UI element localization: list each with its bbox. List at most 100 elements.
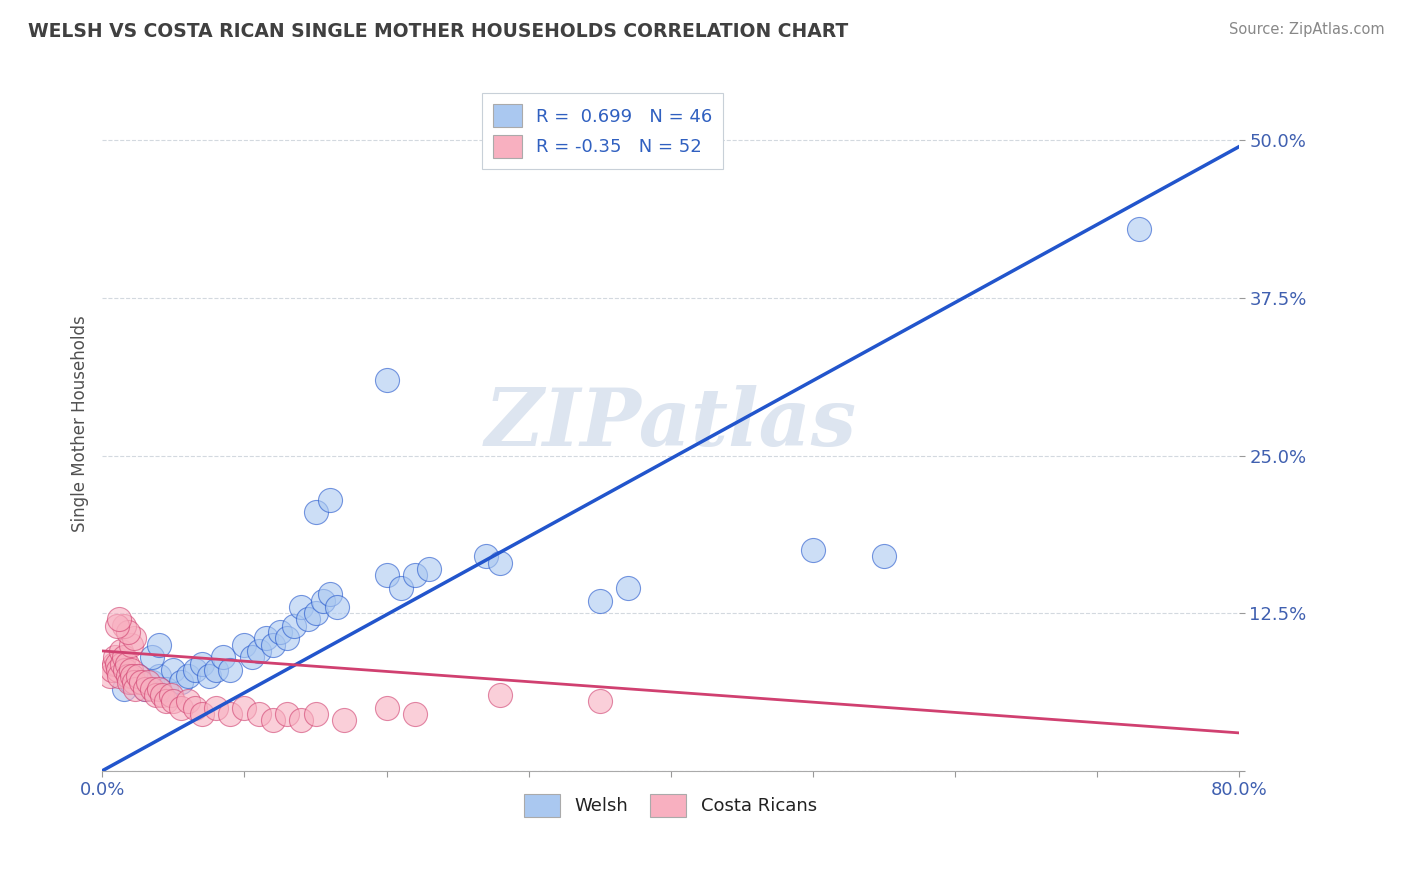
Point [319, 492, 342, 507]
Point [233, 700, 256, 714]
Point [418, 562, 440, 576]
Point [404, 568, 426, 582]
Point [212, 650, 235, 665]
Point [184, 700, 207, 714]
Point [404, 706, 426, 721]
Point [101, 663, 124, 677]
Point [112, 619, 135, 633]
Text: ZIPatlas: ZIPatlas [485, 385, 856, 463]
Point [276, 706, 298, 721]
Point [297, 612, 319, 626]
Point [191, 706, 214, 721]
Point [389, 581, 412, 595]
Point [205, 700, 228, 714]
Point [269, 625, 291, 640]
Point [127, 669, 149, 683]
Point [162, 663, 184, 677]
Point [120, 675, 142, 690]
Point [169, 700, 191, 714]
Point [155, 681, 177, 696]
Point [333, 713, 356, 727]
Point [205, 663, 228, 677]
Point [150, 688, 173, 702]
Text: Source: ZipAtlas.com: Source: ZipAtlas.com [1229, 22, 1385, 37]
Point [375, 700, 398, 714]
Point [148, 638, 170, 652]
Point [319, 587, 342, 601]
Y-axis label: Single Mother Households: Single Mother Households [72, 316, 89, 533]
Point [588, 694, 610, 708]
Point [162, 694, 184, 708]
Point [304, 606, 326, 620]
Point [141, 675, 163, 690]
Point [219, 706, 242, 721]
Point [198, 669, 221, 683]
Point [148, 669, 170, 683]
Point [304, 706, 326, 721]
Point [112, 681, 135, 696]
Point [489, 556, 512, 570]
Point [108, 612, 131, 626]
Point [141, 650, 163, 665]
Point [129, 675, 152, 690]
Point [375, 373, 398, 387]
Point [120, 638, 142, 652]
Point [148, 681, 170, 696]
Point [311, 593, 333, 607]
Point [262, 638, 284, 652]
Point [107, 663, 129, 677]
Point [118, 675, 141, 690]
Point [254, 632, 277, 646]
Point [127, 669, 149, 683]
Point [122, 675, 145, 690]
Point [105, 657, 128, 671]
Point [104, 650, 127, 665]
Point [290, 713, 312, 727]
Point [121, 669, 143, 683]
Point [475, 549, 498, 564]
Point [159, 688, 181, 702]
Text: WELSH VS COSTA RICAN SINGLE MOTHER HOUSEHOLDS CORRELATION CHART: WELSH VS COSTA RICAN SINGLE MOTHER HOUSE… [28, 22, 848, 41]
Point [105, 619, 128, 633]
Point [375, 568, 398, 582]
Point [176, 669, 198, 683]
Point [111, 657, 134, 671]
Point [98, 669, 121, 683]
Point [304, 505, 326, 519]
Point [588, 593, 610, 607]
Point [141, 681, 163, 696]
Legend: Welsh, Costa Ricans: Welsh, Costa Ricans [517, 787, 824, 824]
Point [176, 694, 198, 708]
Point [262, 713, 284, 727]
Point [155, 694, 177, 708]
Point [112, 650, 135, 665]
Point [326, 599, 349, 614]
Point [110, 644, 132, 658]
Point [191, 657, 214, 671]
Point [283, 619, 305, 633]
Point [134, 681, 156, 696]
Point [290, 599, 312, 614]
Point [134, 681, 156, 696]
Point [117, 625, 139, 640]
Point [169, 675, 191, 690]
Point [276, 632, 298, 646]
Point [124, 681, 146, 696]
Point [873, 549, 896, 564]
Point [122, 632, 145, 646]
Point [247, 706, 270, 721]
Point [219, 663, 242, 677]
Point [115, 657, 138, 671]
Point [1128, 221, 1150, 235]
Point [184, 663, 207, 677]
Point [617, 581, 640, 595]
Point [114, 663, 136, 677]
Point [145, 688, 167, 702]
Point [120, 663, 142, 677]
Point [233, 638, 256, 652]
Point [489, 688, 512, 702]
Point [117, 669, 139, 683]
Point [103, 657, 125, 671]
Point [108, 669, 131, 683]
Point [240, 650, 263, 665]
